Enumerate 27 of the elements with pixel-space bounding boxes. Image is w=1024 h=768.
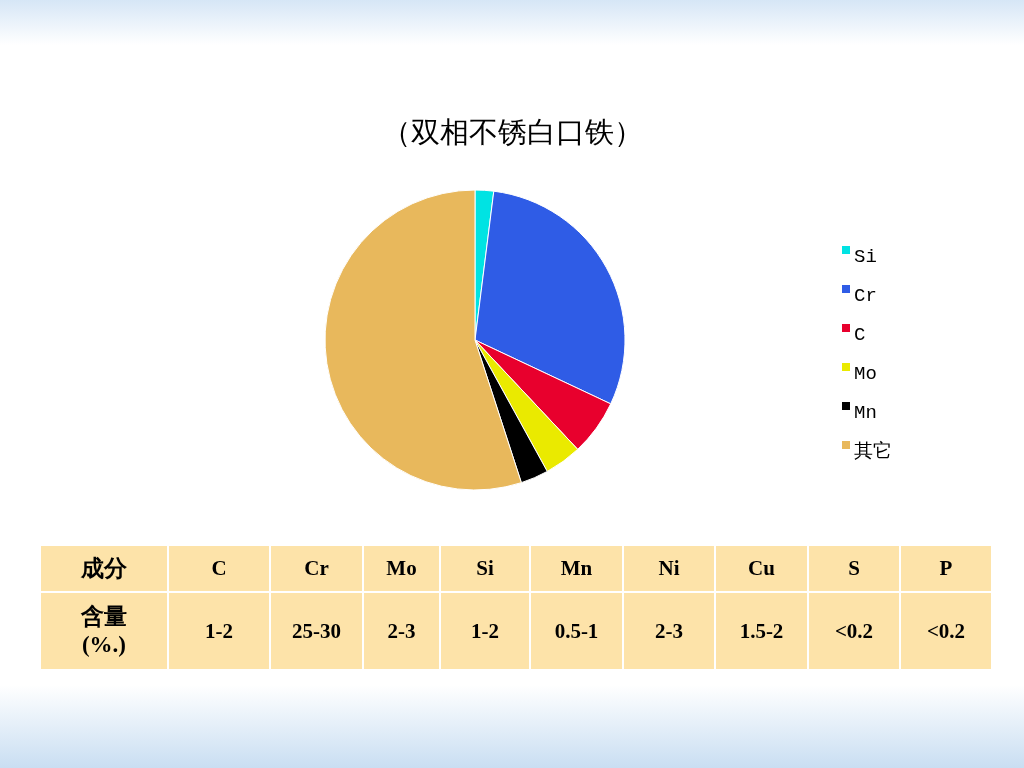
table-cell: 2-3 (363, 592, 440, 670)
table-cell: Mo (363, 545, 440, 592)
table-cell: Mn (530, 545, 623, 592)
table-cell: Cr (270, 545, 363, 592)
table-cell: 25-30 (270, 592, 363, 670)
legend-label: Cr (854, 285, 877, 307)
table-cell: S (808, 545, 900, 592)
legend-label: Mn (854, 402, 877, 424)
table-cell: <0.2 (900, 592, 992, 670)
table-cell: Ni (623, 545, 715, 592)
table-cell: <0.2 (808, 592, 900, 670)
table-cell: 1-2 (440, 592, 530, 670)
table-cell: 1-2 (168, 592, 270, 670)
table-cell: 2-3 (623, 592, 715, 670)
legend-label: 其它 (854, 440, 892, 463)
table-cell: C (168, 545, 270, 592)
table-cell: 1.5-2 (715, 592, 808, 670)
table-cell: 0.5-1 (530, 592, 623, 670)
table-cell: 含量(%.) (40, 592, 168, 670)
table-cell: P (900, 545, 992, 592)
legend-label: C (854, 324, 866, 346)
table-cell: Cu (715, 545, 808, 592)
table-cell: 成分 (40, 545, 168, 592)
chart-title: （双相不锈白口铁） (380, 115, 644, 150)
legend-label: Mo (854, 363, 877, 385)
table-cell: Si (440, 545, 530, 592)
legend-label: Si (854, 246, 877, 268)
